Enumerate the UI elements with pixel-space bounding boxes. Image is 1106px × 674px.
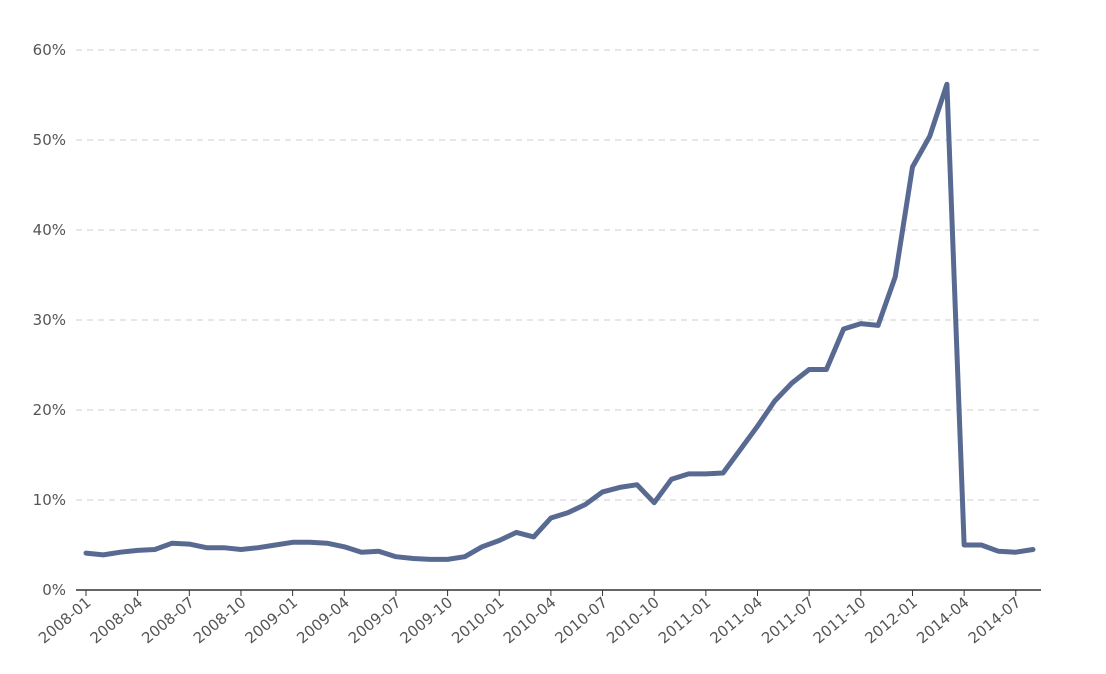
x-tick-label: 2009-07 (345, 593, 405, 647)
x-tick-label: 2011-10 (810, 593, 870, 647)
x-tick-label: 2010-10 (603, 593, 663, 647)
x-tick-label: 2012-01 (861, 593, 921, 647)
x-tick-label: 2008-01 (35, 593, 95, 647)
x-axis: 2008-012008-042008-072008-102009-012009-… (35, 589, 1041, 647)
x-tick-label: 2010-04 (500, 593, 560, 647)
x-tick-label: 2009-04 (293, 593, 353, 647)
x-tick-label: 2011-04 (706, 593, 766, 647)
x-tick-label: 2008-07 (138, 593, 198, 647)
x-tick-label: 2014-04 (913, 593, 973, 647)
series-layer (83, 81, 1036, 562)
y-tick-label: 30% (33, 311, 66, 329)
y-tick-label: 0% (42, 581, 66, 599)
y-tick-label: 60% (33, 41, 66, 59)
x-tick-label: 2011-07 (758, 593, 818, 647)
y-axis-ticks: 0% 10% 20% 30% 40% 50% 60% (33, 41, 66, 599)
x-tick-label: 2010-07 (552, 593, 612, 647)
y-tick-label: 40% (33, 221, 66, 239)
x-tick-label: 2014-07 (965, 593, 1025, 647)
y-tick-label: 20% (33, 401, 66, 419)
x-tick-label: 2010-01 (448, 593, 508, 647)
y-tick-label: 50% (33, 131, 66, 149)
y-tick-label: 10% (33, 491, 66, 509)
x-tick-label: 2008-04 (87, 593, 147, 647)
x-tick-label: 2009-01 (242, 593, 302, 647)
x-tick-label: 2009-10 (397, 593, 457, 647)
x-tick-label: 2008-10 (190, 593, 250, 647)
series-line (83, 81, 1036, 562)
x-tick-label: 2011-01 (655, 593, 715, 647)
